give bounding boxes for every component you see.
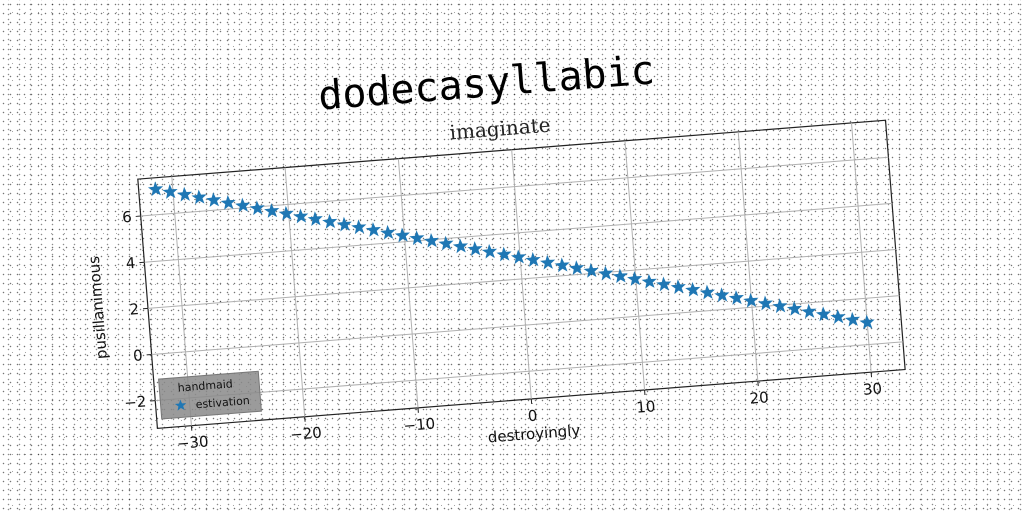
data-point-star [685,281,701,297]
data-point-star [249,200,265,216]
data-point-star [598,265,614,281]
data-point-star [293,208,309,224]
data-point-star [147,181,164,197]
y-gridline [140,156,889,217]
data-point-star [815,306,832,322]
data-point-star [627,271,643,286]
data-point-star [176,186,193,202]
data-point-star [844,311,861,327]
data-point-star [423,233,439,248]
y-tick-label: 0 [132,346,143,365]
y-tick-label: 2 [129,300,140,319]
data-point-star [467,241,483,256]
data-point-star [569,260,585,276]
data-point-star [525,252,541,267]
x-gridline [624,140,646,391]
data-point-star [670,279,686,295]
data-point-star [307,211,323,227]
y-gridline [144,202,893,263]
data-point-star [191,189,207,205]
y-gridline [147,249,896,309]
legend-star-marker [174,399,187,411]
x-gridline [511,149,532,399]
x-tick-label: −10 [403,415,436,435]
data-point-star [728,290,744,305]
data-point-star [743,292,759,308]
x-tick-label: 0 [527,407,538,426]
data-point-star [481,243,498,259]
data-point-star [394,227,410,243]
data-point-star [656,276,672,292]
legend: handmaid estivation [158,370,262,420]
chart-title: imaginate [449,113,552,145]
y-tick-label: 6 [122,208,133,227]
data-point-star [351,219,367,235]
y-tick-label: 4 [125,254,136,273]
suptitle: dodecasyllabic [317,47,657,119]
y-gridline [155,341,903,402]
x-tick-label: 30 [862,379,882,398]
data-point-star [554,257,570,273]
data-point-star [409,230,425,246]
data-point-star [786,300,803,316]
data-point-star [365,222,381,237]
data-point-star [757,295,773,311]
series-markers [147,181,875,330]
data-point-star [380,224,396,240]
data-point-star [539,254,556,270]
x-tick-label: −20 [290,423,323,443]
data-point-star [206,192,222,208]
data-point-star [322,213,338,229]
x-gridline [851,122,872,373]
data-point-star [714,287,730,303]
y-gridline [151,295,900,356]
data-point-star [510,249,527,265]
x-tick-label: 10 [636,397,656,416]
x-tick-label: 20 [749,388,769,407]
data-point-star [162,184,178,199]
data-point-star [859,314,875,330]
legend-title: handmaid [177,377,233,394]
data-point-star [278,205,294,221]
legend-series-label: estivation [195,394,250,411]
x-gridline [284,167,306,417]
data-point-star [438,235,454,251]
data-point-star [583,262,599,278]
data-point-star [496,246,512,262]
x-tick-label: −30 [176,432,209,452]
data-point-star [220,194,236,210]
data-point-star [336,216,352,232]
x-ticks: −30 −20 −10 0 10 20 30 [176,372,883,453]
x-gridline [737,131,759,382]
data-point-star [235,197,251,213]
x-gridline [397,158,419,408]
y-ticks: −2 0 2 4 6 [122,208,156,412]
data-point-star [612,268,628,284]
y-axis-label: pusillanimous [85,255,111,360]
data-point-star [641,273,657,289]
data-point-star [264,203,280,218]
x-axis-label: destroyingly [487,421,581,446]
data-point-star [699,284,715,300]
data-point-star [452,238,469,254]
legend-box [158,370,262,420]
y-tick-label: −2 [124,392,147,412]
data-point-star [801,303,817,319]
data-point-star [830,309,846,324]
data-point-star [772,298,788,314]
